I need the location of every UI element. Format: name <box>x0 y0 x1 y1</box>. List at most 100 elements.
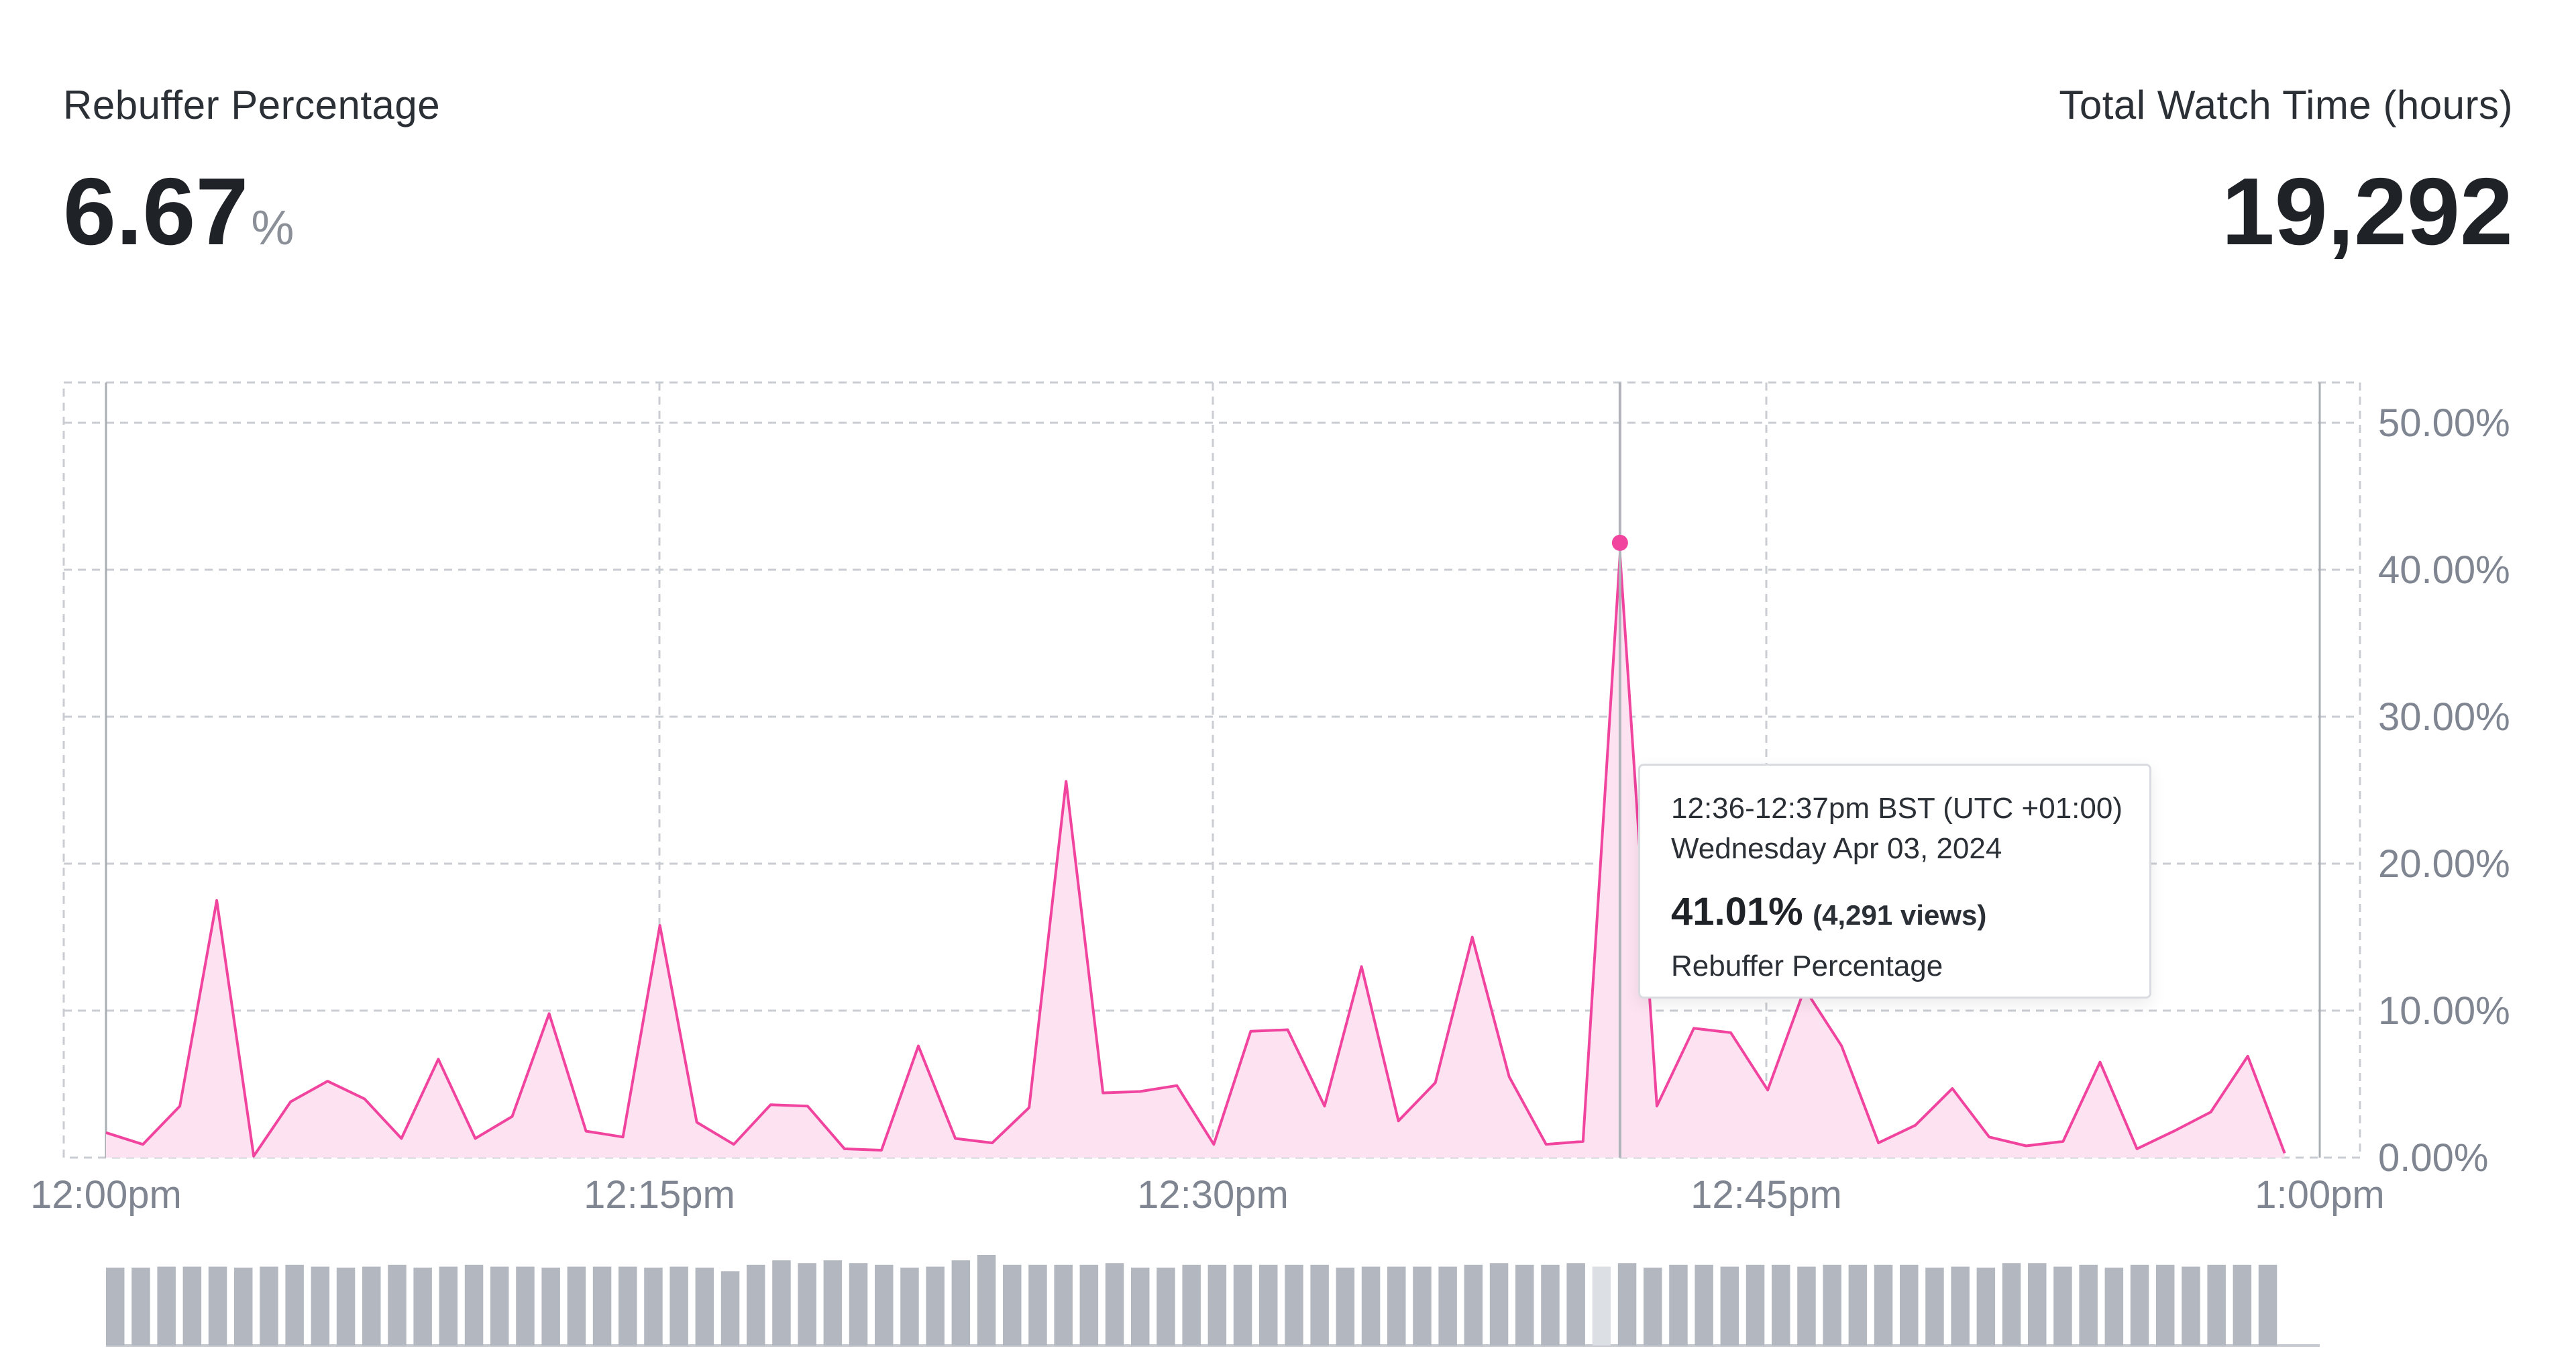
views-bar[interactable] <box>1464 1264 1483 1345</box>
views-bar[interactable] <box>1361 1266 1381 1346</box>
views-bar[interactable] <box>2028 1263 2047 1346</box>
views-bar[interactable] <box>260 1266 278 1346</box>
views-bar[interactable] <box>951 1260 971 1345</box>
views-bar[interactable] <box>1259 1264 1278 1345</box>
views-bar[interactable] <box>1746 1264 1765 1345</box>
views-bar[interactable] <box>1720 1266 1739 1346</box>
views-bar[interactable] <box>182 1266 202 1346</box>
views-bar[interactable] <box>695 1267 714 1345</box>
views-bar[interactable] <box>823 1260 843 1345</box>
x-tick-label: 12:45pm <box>1690 1173 1842 1217</box>
views-bar[interactable] <box>1079 1264 1099 1345</box>
views-bar[interactable] <box>362 1266 381 1346</box>
tooltip-value: 41.01% <box>1671 890 1803 933</box>
views-bar[interactable] <box>1848 1264 1868 1345</box>
views-bar[interactable] <box>567 1266 586 1346</box>
views-bar[interactable] <box>131 1267 150 1345</box>
watch-time-label: Total Watch Time (hours) <box>2059 83 2513 128</box>
views-bar[interactable] <box>2002 1263 2021 1346</box>
views-bar[interactable] <box>1489 1263 1509 1346</box>
views-bar[interactable] <box>1131 1267 1150 1345</box>
views-bar[interactable] <box>747 1264 765 1345</box>
y-tick-label: 50.00% <box>2378 401 2510 445</box>
views-bar[interactable] <box>849 1263 868 1346</box>
views-bar[interactable] <box>1797 1266 1816 1346</box>
views-bar[interactable] <box>1182 1264 1201 1345</box>
views-bar[interactable] <box>336 1267 356 1345</box>
views-bar[interactable] <box>592 1266 612 1346</box>
views-bar[interactable] <box>720 1271 740 1345</box>
views-bar[interactable] <box>1951 1266 1970 1346</box>
views-bar[interactable] <box>234 1267 253 1345</box>
views-bar[interactable] <box>669 1266 688 1346</box>
views-bar[interactable] <box>1233 1264 1252 1345</box>
views-bar[interactable] <box>464 1264 484 1345</box>
views-bar[interactable] <box>285 1264 304 1345</box>
y-tick-label: 30.00% <box>2378 695 2510 739</box>
views-bar[interactable] <box>1669 1264 1688 1345</box>
views-bar[interactable] <box>1387 1266 1406 1346</box>
views-bar[interactable] <box>798 1263 816 1346</box>
views-bar[interactable] <box>1874 1264 1893 1345</box>
views-bar[interactable] <box>1772 1264 1790 1345</box>
views-bar[interactable] <box>208 1266 227 1346</box>
views-bar[interactable] <box>926 1266 945 1346</box>
views-bar[interactable] <box>1028 1264 1047 1345</box>
views-bar[interactable] <box>1925 1267 1944 1345</box>
views-bar[interactable] <box>311 1266 330 1346</box>
x-tick-label: 12:30pm <box>1137 1173 1289 1217</box>
views-bar[interactable] <box>1566 1263 1585 1346</box>
views-bar[interactable] <box>619 1266 637 1346</box>
views-bar[interactable] <box>541 1267 560 1345</box>
views-bar[interactable] <box>1976 1267 1996 1345</box>
views-bar[interactable] <box>106 1267 125 1345</box>
views-bar[interactable] <box>490 1266 509 1346</box>
views-bar[interactable] <box>2258 1264 2277 1345</box>
views-bar[interactable] <box>1157 1267 1175 1345</box>
views-bar[interactable] <box>977 1255 996 1345</box>
views-bar[interactable] <box>1054 1264 1073 1345</box>
views-bar[interactable] <box>875 1264 894 1345</box>
views-bar[interactable] <box>2182 1266 2200 1346</box>
views-bar[interactable] <box>2207 1264 2226 1345</box>
series-area <box>106 554 2285 1158</box>
views-bar[interactable] <box>1105 1263 1124 1346</box>
rebuffer-unit: % <box>251 201 294 255</box>
tooltip-value-row: 41.01% (4,291 views) <box>1671 888 2118 946</box>
views-bar[interactable] <box>1310 1264 1329 1345</box>
views-bar[interactable] <box>1900 1264 1919 1345</box>
views-bar[interactable] <box>2130 1264 2149 1345</box>
tooltip-views: (4,291 views) <box>1813 899 1987 931</box>
views-bar[interactable] <box>1644 1267 1662 1345</box>
views-bar[interactable] <box>516 1266 535 1346</box>
highlight-point[interactable] <box>1611 534 1628 551</box>
views-bar[interactable] <box>2079 1264 2098 1345</box>
views-bar[interactable] <box>644 1267 663 1345</box>
views-bar[interactable] <box>1336 1267 1355 1345</box>
views-bar[interactable] <box>1541 1264 1560 1345</box>
views-bar[interactable] <box>2053 1266 2072 1346</box>
views-bar[interactable] <box>439 1266 458 1346</box>
views-bar[interactable] <box>1208 1264 1227 1345</box>
views-bar[interactable] <box>900 1267 919 1345</box>
views-bar[interactable] <box>1285 1264 1303 1345</box>
views-bar[interactable] <box>157 1266 176 1346</box>
chart-tooltip: 12:36-12:37pm BST (UTC +01:00) Wednesday… <box>1638 764 2151 999</box>
views-bar[interactable] <box>1438 1266 1457 1346</box>
views-bar[interactable] <box>1823 1264 1841 1345</box>
views-bar[interactable] <box>1617 1263 1637 1346</box>
views-bar[interactable] <box>413 1267 432 1345</box>
views-bar[interactable] <box>1515 1264 1534 1345</box>
views-bar[interactable] <box>1592 1266 1611 1346</box>
views-bar[interactable] <box>2233 1264 2252 1345</box>
views-bar[interactable] <box>1413 1266 1432 1346</box>
views-bar[interactable] <box>2156 1264 2175 1345</box>
views-bar[interactable] <box>1003 1264 1022 1345</box>
tooltip-metric: Rebuffer Percentage <box>1671 950 1943 982</box>
views-bar[interactable] <box>1695 1264 1713 1345</box>
x-tick-label: 1:00pm <box>2255 1173 2384 1217</box>
views-bar[interactable] <box>388 1264 407 1345</box>
views-bar[interactable] <box>772 1260 791 1345</box>
views-bar[interactable] <box>2104 1267 2124 1345</box>
